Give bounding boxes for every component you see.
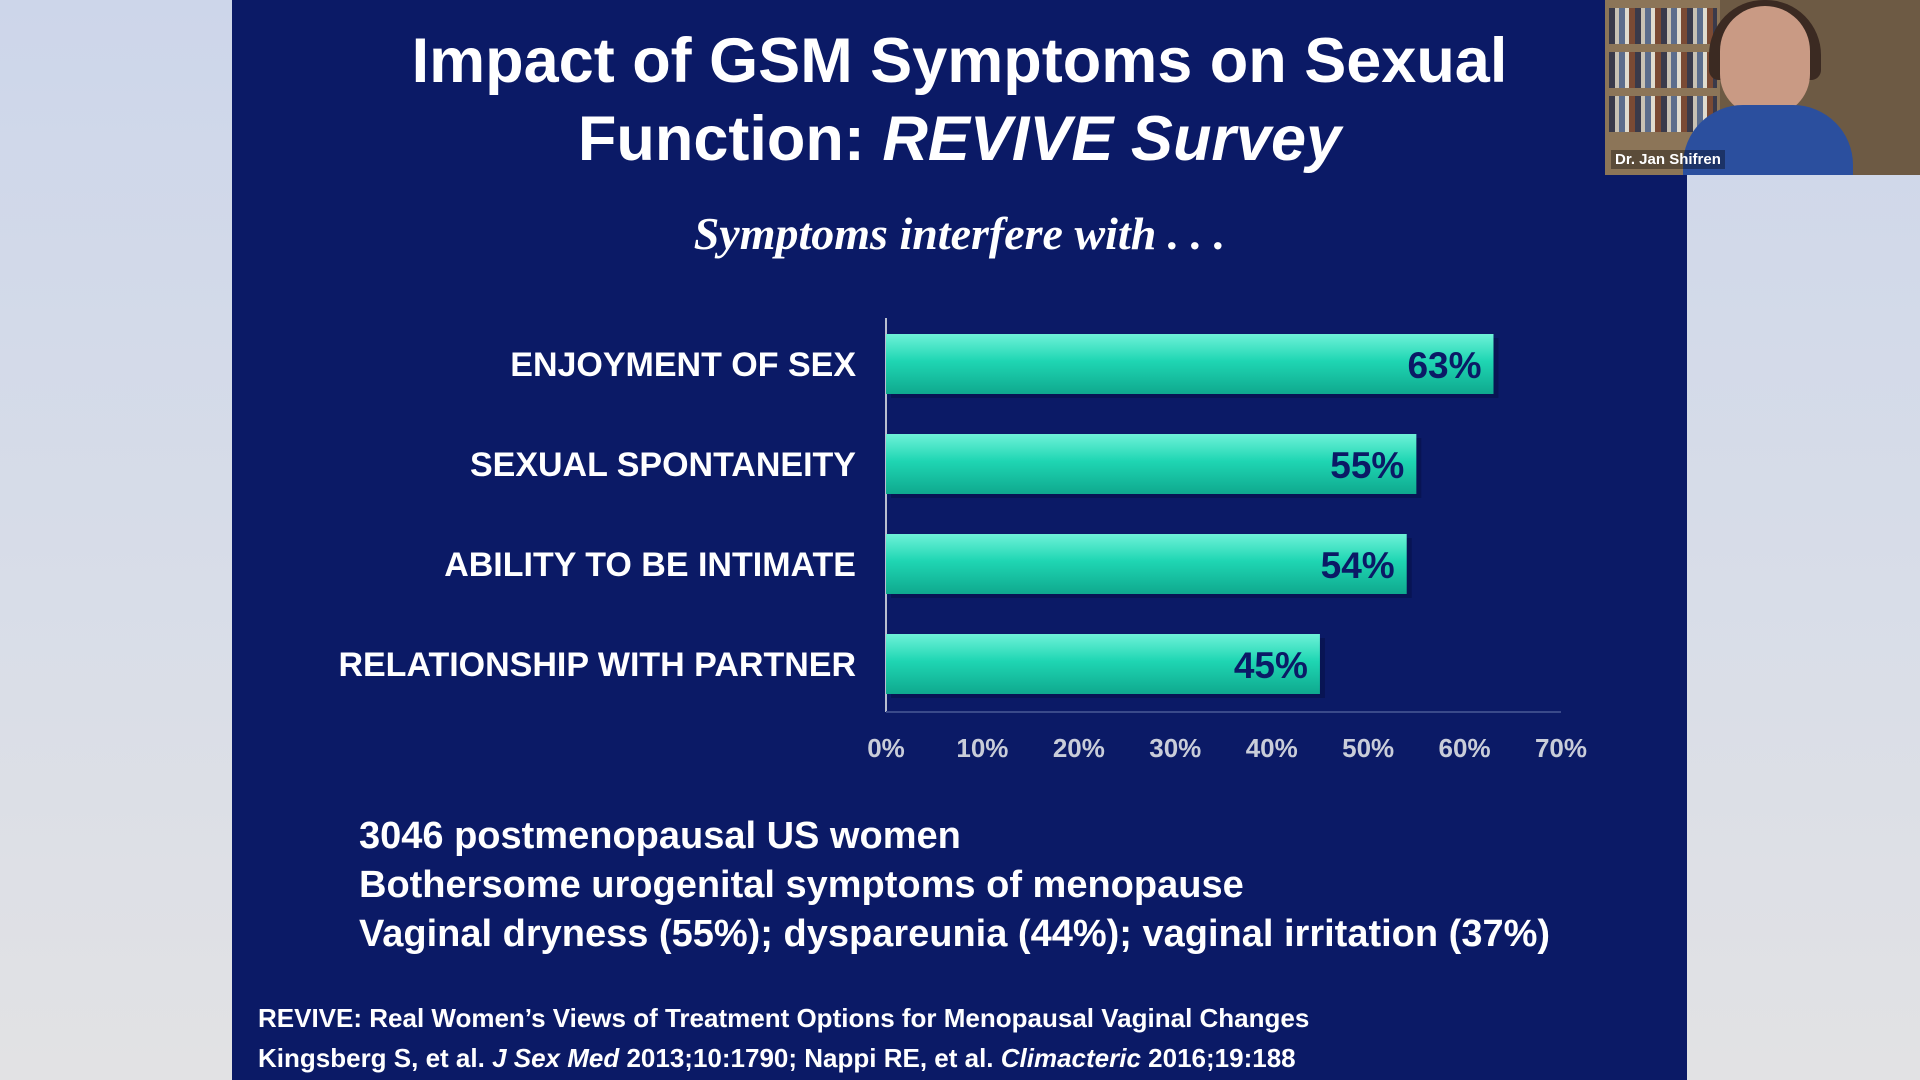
bar-chart: 0% 10% 20% 30% 40% 50% 60% 70% ENJOYMENT OF SEX… (338, 318, 1587, 763)
bar (886, 634, 1320, 694)
x-tick-label: 70% (1535, 733, 1587, 763)
note-line: Vaginal dryness (55%); dyspareunia (44%)… (359, 913, 1551, 955)
note-line: Bothersome urogenital symptoms of menopa… (359, 864, 1244, 906)
title-line-2-italic: REVIVE Survey (882, 104, 1342, 174)
x-tick-label: 10% (956, 733, 1008, 763)
books (1609, 52, 1717, 88)
bar (886, 434, 1417, 494)
reference-line-1: REVIVE: Real Women’s Views of Treatment … (258, 1003, 1310, 1033)
speaker-body (1683, 105, 1853, 175)
speaker-video-tile[interactable]: Dr. Jan Shifren (1605, 0, 1920, 175)
x-tick-label: 60% (1439, 733, 1491, 763)
ref-journal: Climacteric (1000, 1043, 1141, 1073)
category-label: SEXUAL SPONTANEITY (470, 446, 856, 484)
data-label: 63% (1407, 345, 1481, 386)
data-label: 54% (1321, 545, 1395, 586)
data-label: 45% (1234, 645, 1308, 686)
title-line-1: Impact of GSM Symptoms on Sexual (411, 26, 1508, 96)
survey-notes: 3046 postmenopausal US women Bothersome … (359, 812, 1550, 959)
x-tick-label: 20% (1053, 733, 1105, 763)
x-tick-label: 0% (867, 733, 905, 763)
title-line-2: Function: REVIVE Survey (232, 100, 1687, 178)
ref-journal: J Sex Med (492, 1043, 620, 1073)
ref-text: Kingsberg S, et al. (258, 1043, 493, 1073)
references: REVIVE: Real Women’s Views of Treatment … (258, 998, 1309, 1078)
chart-subtitle: Symptoms interfere with . . . (693, 208, 1226, 259)
category-label: ENJOYMENT OF SEX (510, 346, 856, 384)
category-label: ABILITY TO BE INTIMATE (444, 546, 856, 584)
title-line-2-plain: Function: (577, 104, 883, 174)
note-line: 3046 postmenopausal US women (359, 815, 961, 857)
ref-text: 2013;10:1790; Nappi RE, et al. (619, 1043, 1001, 1073)
presentation-slide: Impact of GSM Symptoms on Sexual Functio… (232, 0, 1687, 1080)
speaker-face (1720, 6, 1810, 116)
x-tick-label: 30% (1149, 733, 1201, 763)
ref-text: 2016;19:188 (1140, 1043, 1296, 1073)
bar (886, 334, 1494, 394)
x-tick-label: 50% (1342, 733, 1394, 763)
data-label: 55% (1330, 445, 1404, 486)
x-tick-label: 40% (1246, 733, 1298, 763)
books (1609, 8, 1717, 44)
category-label: RELATIONSHIP WITH PARTNER (338, 646, 856, 684)
slide-title: Impact of GSM Symptoms on Sexual Functio… (232, 22, 1687, 178)
speaker-name-label: Dr. Jan Shifren (1611, 150, 1725, 169)
reference-line-2: Kingsberg S, et al. J Sex Med 2013;10:17… (258, 1038, 1309, 1078)
bar (886, 534, 1407, 594)
